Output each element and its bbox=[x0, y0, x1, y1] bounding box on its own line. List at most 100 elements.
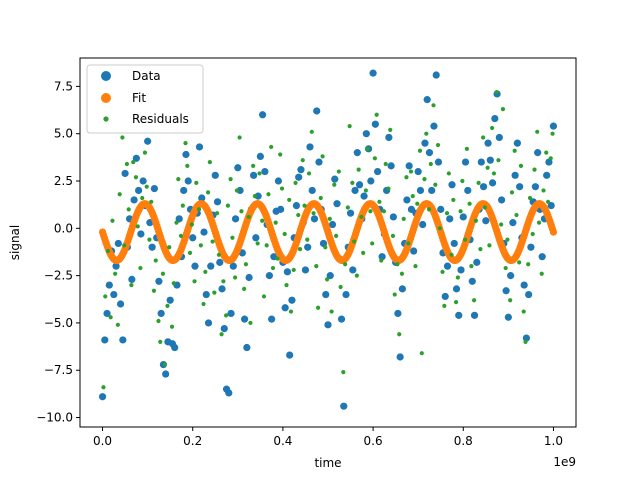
data-point bbox=[162, 370, 170, 378]
data-point bbox=[434, 158, 443, 166]
residuals-point bbox=[370, 241, 375, 246]
data-point bbox=[398, 285, 406, 293]
x-tick-label: 1.0 bbox=[544, 434, 563, 448]
residuals-point bbox=[338, 284, 343, 290]
residuals-point bbox=[365, 146, 370, 151]
residuals-point bbox=[499, 222, 504, 227]
residuals-point bbox=[545, 199, 551, 204]
residuals-point bbox=[315, 305, 321, 310]
residuals-point bbox=[153, 258, 158, 263]
data-point bbox=[425, 149, 434, 157]
data-point bbox=[227, 309, 235, 318]
residuals-point bbox=[508, 298, 513, 303]
data-point bbox=[457, 266, 465, 274]
data-point bbox=[128, 275, 136, 283]
residuals-point bbox=[230, 235, 235, 240]
residuals-point bbox=[261, 294, 267, 299]
residuals-point bbox=[550, 131, 555, 136]
residuals-point bbox=[467, 201, 472, 206]
data-point bbox=[114, 239, 122, 248]
residuals-point bbox=[401, 216, 406, 221]
x-axis-offset-label: 1e9 bbox=[553, 455, 576, 469]
residuals-point bbox=[165, 303, 170, 308]
residuals-point bbox=[494, 89, 499, 95]
data-point bbox=[430, 122, 438, 130]
data-point bbox=[477, 158, 485, 166]
data-point bbox=[148, 243, 156, 251]
residuals-point bbox=[419, 351, 424, 356]
residuals-point bbox=[390, 233, 396, 238]
data-point bbox=[105, 281, 113, 289]
data-point bbox=[259, 111, 267, 119]
residuals-point bbox=[476, 180, 481, 185]
residuals-point bbox=[302, 203, 307, 208]
data-point bbox=[461, 158, 470, 166]
legend: Data Fit Residuals bbox=[86, 64, 204, 134]
data-point bbox=[464, 186, 472, 195]
residuals-point bbox=[293, 180, 298, 185]
residuals-point bbox=[329, 309, 334, 314]
data-point bbox=[213, 198, 222, 206]
data-point bbox=[531, 183, 540, 191]
residuals-point bbox=[113, 271, 118, 276]
data-point bbox=[549, 122, 558, 130]
residuals-point bbox=[539, 271, 544, 276]
residuals-point bbox=[255, 241, 260, 246]
x-tick-label: 0.8 bbox=[454, 434, 473, 448]
residuals-point bbox=[115, 322, 120, 327]
residuals-point bbox=[487, 243, 492, 248]
residuals-point bbox=[158, 339, 163, 344]
data-point bbox=[144, 137, 152, 145]
residuals-point bbox=[336, 169, 341, 174]
data-point bbox=[132, 154, 140, 162]
residuals-point bbox=[496, 158, 501, 163]
residuals-point bbox=[187, 250, 193, 256]
residuals-point bbox=[221, 279, 226, 284]
residuals-point bbox=[138, 265, 143, 271]
residuals-point bbox=[246, 214, 251, 220]
legend-label-fit: Fit bbox=[132, 91, 146, 105]
residuals-point bbox=[442, 303, 447, 308]
residuals-point bbox=[410, 194, 415, 199]
data-point bbox=[511, 171, 519, 179]
data-point bbox=[180, 186, 188, 195]
residuals-point bbox=[532, 167, 537, 172]
data-point bbox=[207, 262, 215, 270]
residuals-point bbox=[503, 265, 508, 271]
data-point bbox=[349, 266, 357, 274]
data-point bbox=[468, 277, 476, 285]
residuals-point bbox=[541, 188, 546, 193]
data-point bbox=[525, 290, 533, 299]
residuals-point bbox=[251, 163, 256, 168]
residuals-point bbox=[521, 309, 526, 314]
y-axis-ticks: −10.0 −7.5 −5.0 −2.5 0.0 2.5 5.0 7.5 bbox=[36, 79, 80, 425]
residuals-point bbox=[183, 141, 188, 146]
residuals-point bbox=[243, 262, 249, 267]
residuals-point bbox=[131, 159, 136, 165]
data-point bbox=[403, 196, 411, 204]
residuals-point bbox=[210, 239, 215, 244]
plot-area bbox=[98, 69, 558, 410]
data-point bbox=[333, 200, 341, 208]
residuals-point bbox=[458, 209, 463, 214]
residuals-point bbox=[189, 222, 194, 227]
residuals-point bbox=[397, 332, 402, 337]
residuals-point bbox=[505, 237, 510, 242]
residuals-point bbox=[282, 231, 287, 237]
residuals-point bbox=[352, 239, 357, 244]
data-point bbox=[389, 213, 397, 221]
residuals-point bbox=[444, 211, 450, 216]
residuals-point bbox=[291, 267, 296, 273]
residuals-point bbox=[275, 256, 280, 261]
residuals-point bbox=[428, 161, 433, 167]
residuals-point bbox=[278, 152, 283, 157]
data-point bbox=[252, 234, 260, 242]
residuals-point bbox=[287, 197, 292, 203]
data-point bbox=[482, 217, 490, 225]
data-point bbox=[520, 281, 528, 289]
data-point bbox=[534, 149, 542, 157]
legend-box bbox=[86, 64, 204, 134]
residuals-point bbox=[372, 156, 377, 161]
data-point bbox=[101, 336, 109, 344]
residuals-point bbox=[239, 209, 244, 214]
